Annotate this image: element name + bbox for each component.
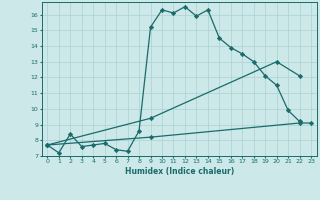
X-axis label: Humidex (Indice chaleur): Humidex (Indice chaleur) — [124, 167, 234, 176]
